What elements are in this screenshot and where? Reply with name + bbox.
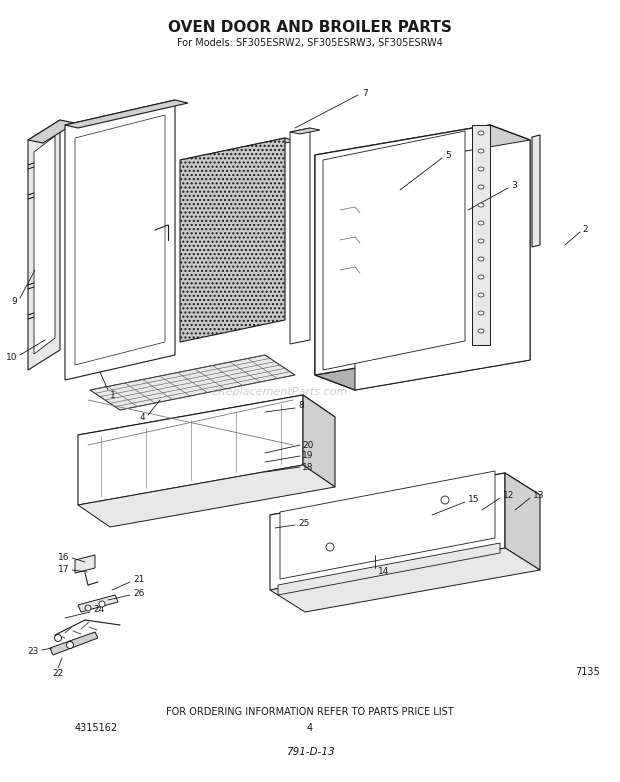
Polygon shape: [78, 465, 335, 527]
Text: FOR ORDERING INFORMATION REFER TO PARTS PRICE LIST: FOR ORDERING INFORMATION REFER TO PARTS …: [166, 707, 454, 717]
Polygon shape: [180, 138, 295, 163]
Ellipse shape: [478, 167, 484, 171]
Ellipse shape: [478, 149, 484, 153]
Text: 15: 15: [468, 496, 479, 504]
Text: 14: 14: [378, 568, 389, 576]
Text: 25: 25: [298, 519, 309, 529]
Ellipse shape: [478, 131, 484, 135]
Text: 20: 20: [302, 440, 313, 450]
Polygon shape: [278, 543, 500, 595]
Polygon shape: [315, 155, 355, 390]
Polygon shape: [315, 125, 490, 375]
Text: 17: 17: [58, 565, 69, 575]
Text: 23: 23: [28, 647, 39, 657]
Ellipse shape: [478, 185, 484, 189]
Text: 1: 1: [110, 390, 116, 400]
Polygon shape: [78, 395, 335, 457]
Polygon shape: [75, 555, 95, 573]
Text: 2: 2: [582, 225, 588, 235]
Polygon shape: [290, 128, 320, 134]
Polygon shape: [303, 395, 335, 487]
Polygon shape: [180, 138, 285, 342]
Polygon shape: [472, 125, 490, 345]
Polygon shape: [280, 471, 495, 579]
Text: eReplacementParts.com: eReplacementParts.com: [212, 387, 348, 397]
Ellipse shape: [478, 293, 484, 297]
Text: For Models: SF305ESRW2, SF305ESRW3, SF305ESRW4: For Models: SF305ESRW2, SF305ESRW3, SF30…: [177, 38, 443, 48]
Text: 8: 8: [298, 401, 304, 411]
Ellipse shape: [478, 221, 484, 225]
Ellipse shape: [478, 275, 484, 279]
Polygon shape: [315, 345, 530, 390]
Polygon shape: [65, 100, 175, 380]
Text: 21: 21: [133, 576, 144, 584]
Text: 791-D-13: 791-D-13: [286, 747, 334, 757]
Polygon shape: [490, 125, 530, 360]
Text: 12: 12: [503, 492, 515, 500]
Polygon shape: [28, 120, 60, 370]
Text: 4315162: 4315162: [75, 723, 118, 733]
Text: 4: 4: [140, 414, 145, 422]
Ellipse shape: [478, 311, 484, 315]
Polygon shape: [532, 135, 540, 247]
Circle shape: [66, 641, 74, 648]
Text: 22: 22: [52, 669, 64, 677]
Text: 7: 7: [362, 88, 368, 98]
Text: 24: 24: [93, 605, 104, 615]
Polygon shape: [290, 128, 310, 344]
Text: 16: 16: [58, 553, 69, 561]
Text: 13: 13: [533, 492, 544, 500]
Polygon shape: [315, 125, 530, 170]
Text: 7135: 7135: [575, 667, 600, 677]
Circle shape: [326, 543, 334, 551]
Text: 9: 9: [11, 297, 17, 307]
Text: OVEN DOOR AND BROILER PARTS: OVEN DOOR AND BROILER PARTS: [168, 20, 452, 35]
Polygon shape: [65, 100, 188, 128]
Polygon shape: [75, 115, 165, 365]
Circle shape: [441, 496, 449, 504]
Polygon shape: [90, 355, 295, 410]
Polygon shape: [34, 136, 55, 354]
Polygon shape: [505, 473, 540, 570]
Ellipse shape: [478, 239, 484, 243]
Polygon shape: [50, 632, 98, 655]
Ellipse shape: [478, 257, 484, 261]
Ellipse shape: [478, 203, 484, 207]
Circle shape: [55, 634, 61, 641]
Polygon shape: [270, 548, 540, 612]
Text: 18: 18: [302, 462, 314, 472]
Polygon shape: [270, 473, 505, 590]
Polygon shape: [323, 131, 465, 370]
Polygon shape: [78, 395, 303, 505]
Circle shape: [85, 605, 91, 611]
Polygon shape: [78, 595, 118, 612]
Text: 26: 26: [133, 590, 144, 598]
Text: 5: 5: [445, 152, 451, 160]
Text: 4: 4: [307, 723, 313, 733]
Ellipse shape: [478, 329, 484, 333]
Polygon shape: [270, 473, 540, 537]
Text: 19: 19: [302, 451, 314, 461]
Polygon shape: [28, 120, 75, 143]
Circle shape: [99, 601, 105, 607]
Text: 3: 3: [511, 181, 516, 191]
Text: 10: 10: [6, 353, 17, 363]
Polygon shape: [355, 140, 530, 390]
